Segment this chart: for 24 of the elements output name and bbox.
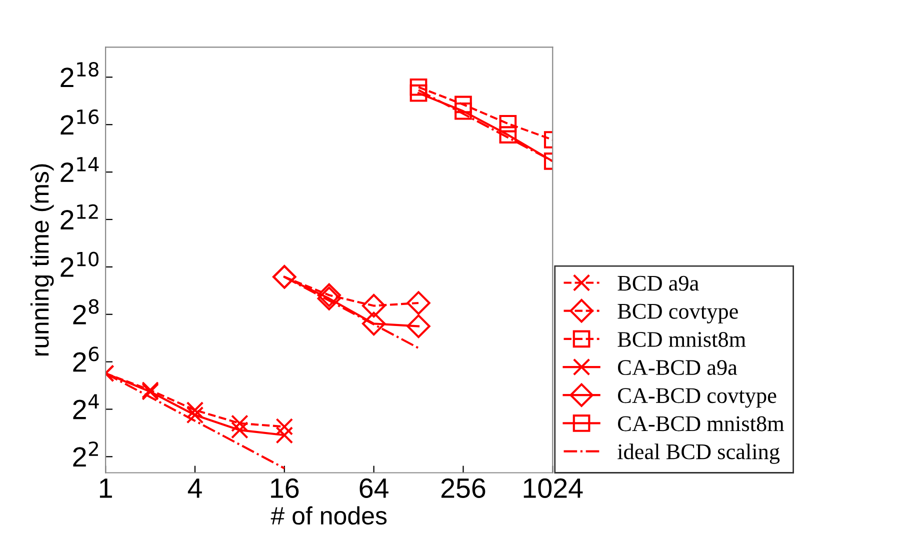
x-tick-label: 1 — [100, 478, 112, 498]
y-axis-title: running time (ms) — [30, 164, 54, 356]
legend-label: CA-BCD a9a — [618, 360, 738, 376]
legend-label: BCD a9a — [618, 276, 699, 291]
y-tick-label: 2$^{16}$ — [60, 109, 99, 134]
y-tick-label: 2$^{4}$ — [73, 394, 99, 420]
legend-label: BCD mnist8m — [618, 332, 746, 347]
x-tick-label: 4 — [188, 478, 202, 498]
legend-label: BCD covtype — [618, 304, 738, 324]
legend-label: CA-BCD mnist8m — [618, 416, 784, 432]
y-tick-label: 2$^{10}$ — [60, 252, 98, 277]
y-tick-label: 2$^{12}$ — [60, 204, 98, 230]
x-tick-label: 256 — [441, 478, 486, 498]
legend-label: CA-BCD covtype — [618, 388, 776, 408]
x-axis-title: # of nodes — [270, 506, 387, 525]
y-tick-label: 2$^{14}$ — [60, 157, 99, 182]
x-tick-label: 1024 — [524, 478, 583, 498]
x-tick-label: 64 — [360, 478, 388, 498]
x-tick-label: 16 — [271, 478, 299, 498]
y-tick-label: 2$^{6}$ — [73, 346, 99, 372]
y-tick-label: 2$^{2}$ — [73, 441, 98, 467]
y-tick-label: 2$^{18}$ — [60, 62, 98, 88]
legend-label: ideal BCD scaling — [618, 444, 780, 464]
y-tick-label: 2$^{8}$ — [73, 299, 99, 324]
